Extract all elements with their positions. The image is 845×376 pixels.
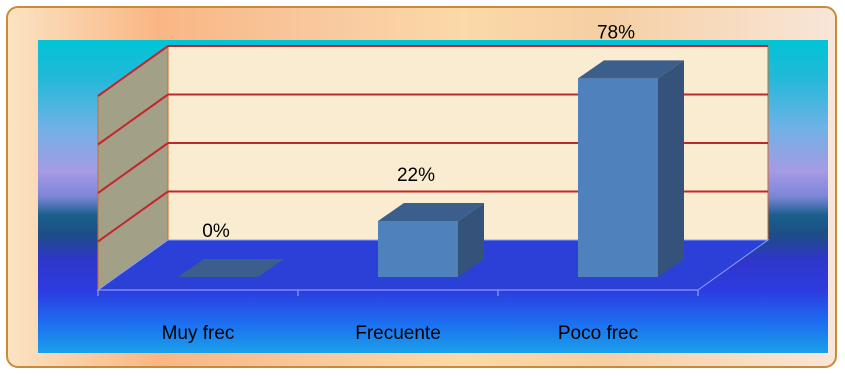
gridline-side (97, 190, 169, 243)
gridline-side (97, 45, 169, 97)
gridline-side (97, 142, 169, 194)
gridline-side (97, 93, 169, 146)
bar (578, 78, 658, 277)
x-tick-label: Poco frec (558, 323, 638, 344)
chart-gridlines (97, 45, 768, 243)
bar-top (578, 60, 684, 79)
chart-labels: 0% Muy frec 22% Frecuente 78% Poco frec (162, 22, 639, 344)
data-label: 0% (202, 221, 230, 242)
data-label: 22% (397, 165, 435, 186)
bar-side (458, 202, 484, 277)
data-label: 78% (597, 22, 635, 43)
x-tick-label: Frecuente (355, 323, 441, 344)
bar-top (378, 202, 484, 221)
bar (378, 220, 458, 277)
x-tick-label: Muy frec (162, 323, 235, 344)
bar-side (658, 60, 684, 277)
chart-bars (178, 60, 684, 277)
bar-top (178, 259, 284, 277)
